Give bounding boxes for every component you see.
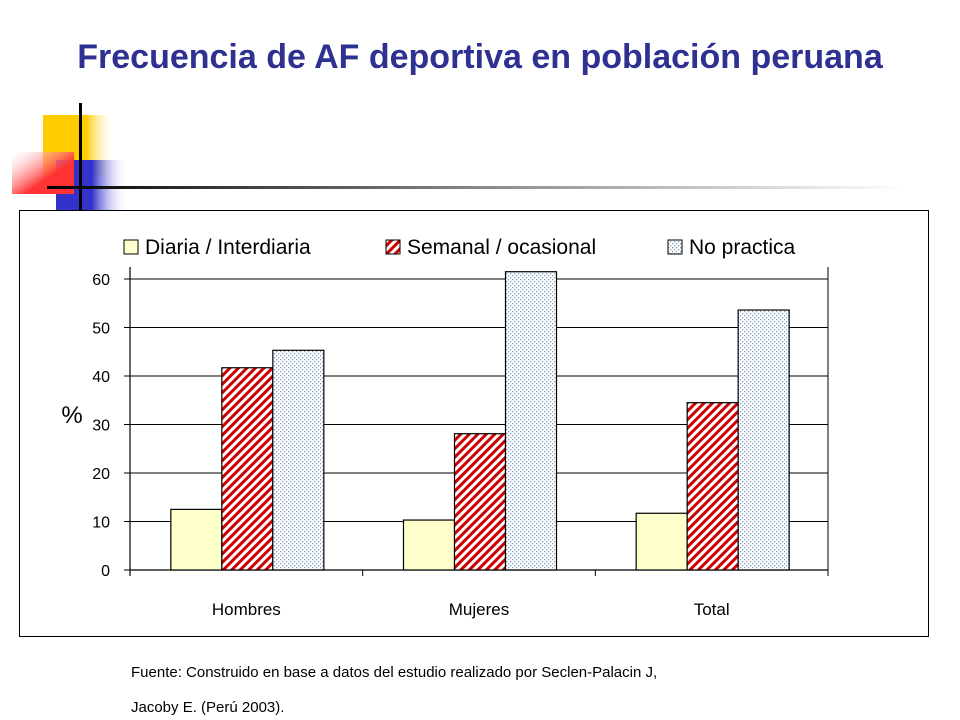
bar <box>453 433 507 571</box>
bar <box>170 508 223 571</box>
bar <box>686 402 739 571</box>
bar <box>635 512 688 571</box>
source-line-1: Fuente: Construido en base a datos del e… <box>131 664 658 681</box>
bar <box>504 271 558 571</box>
y-tick-label: 10 <box>92 515 110 532</box>
y-tick-label: 20 <box>92 466 110 483</box>
deco-horizontal-line <box>47 186 907 189</box>
y-tick-label: 40 <box>92 369 110 386</box>
legend-swatch <box>385 239 401 255</box>
deco-vertical-line <box>79 103 82 215</box>
slide-title: Frecuencia de AF deportiva en población … <box>77 38 883 76</box>
source-line-2: Jacoby E. (Perú 2003). <box>131 699 285 716</box>
slide-decoration <box>12 103 907 215</box>
y-axis-label: % <box>61 402 82 429</box>
bar <box>272 349 325 571</box>
x-tick-label: Total <box>694 600 730 619</box>
legend-swatch <box>667 239 683 255</box>
y-tick-label: 50 <box>92 321 110 338</box>
bar <box>737 309 790 571</box>
bar <box>221 367 274 571</box>
bar-chart: 0 10 20 30 40 50 60% Hombres Mujeres Total Diaria … <box>61 236 829 619</box>
y-tick-label: 60 <box>92 272 110 289</box>
y-tick-label: 30 <box>92 418 110 435</box>
chart-frame: 0 10 20 30 40 50 60% Hombres Mujeres Total Diaria … <box>19 210 929 637</box>
x-tick-label: Hombres <box>212 600 281 619</box>
y-tick-label: 0 <box>101 563 110 580</box>
legend-label: Semanal / ocasional <box>407 236 596 259</box>
x-tick-label: Mujeres <box>449 600 509 619</box>
legend-label: No practica <box>689 236 796 259</box>
bar <box>402 519 456 571</box>
legend-label: Diaria / Interdiaria <box>145 236 311 259</box>
legend-swatch <box>123 239 139 255</box>
